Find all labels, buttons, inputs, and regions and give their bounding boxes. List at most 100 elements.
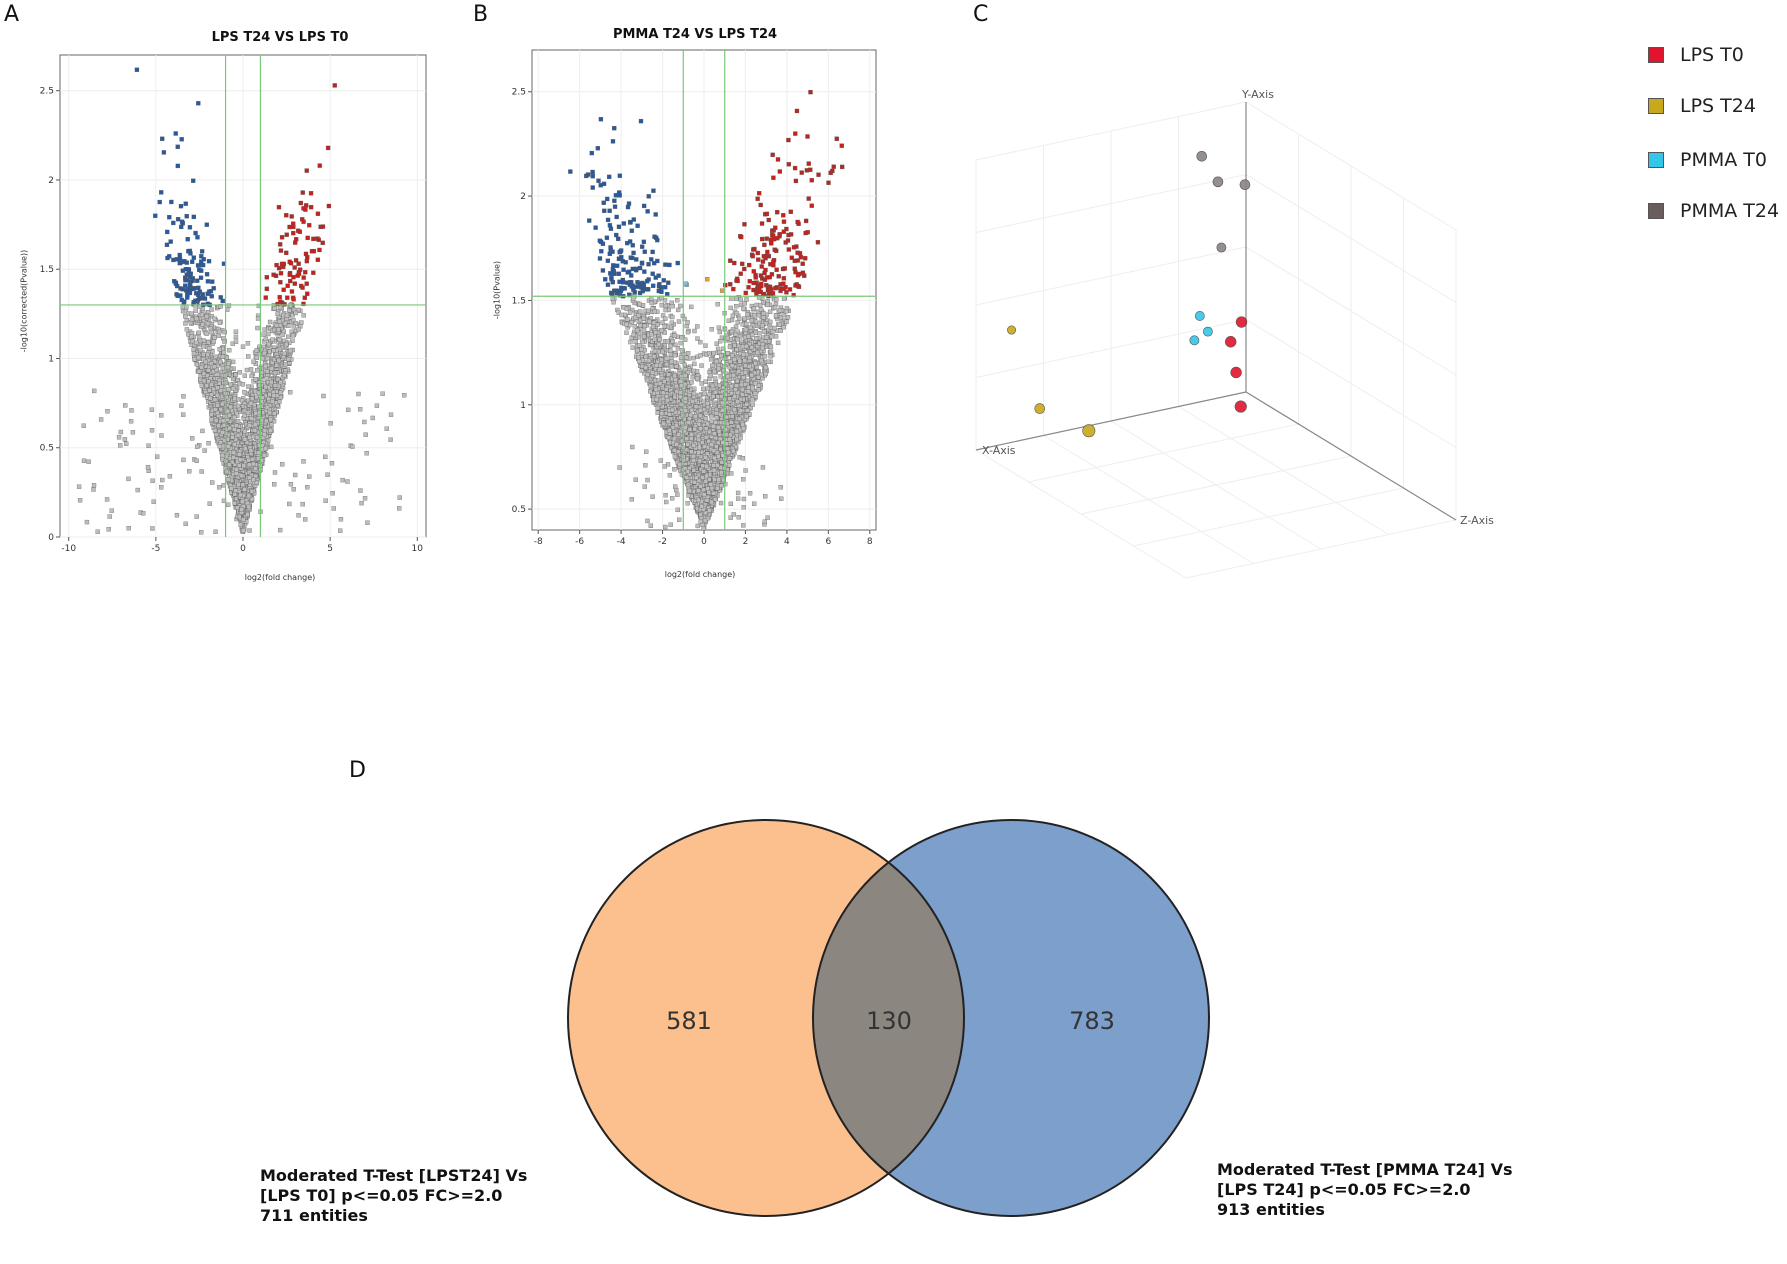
data-point	[145, 464, 151, 470]
data-point	[785, 238, 791, 243]
data-point	[190, 436, 195, 441]
data-point	[284, 313, 290, 318]
data-point	[617, 465, 622, 470]
data-point	[251, 359, 256, 364]
data-point	[175, 144, 180, 149]
data-point	[161, 150, 167, 155]
data-point	[735, 496, 741, 501]
data-point	[242, 373, 248, 378]
data-point	[809, 178, 814, 183]
data-point	[173, 281, 179, 286]
data-point	[685, 320, 690, 325]
data-point	[777, 234, 782, 239]
data-point	[287, 272, 292, 277]
data-point	[723, 481, 728, 487]
data-point	[257, 383, 262, 388]
data-point	[765, 249, 770, 255]
data-point	[301, 459, 306, 464]
data-point	[255, 325, 260, 331]
data-point	[151, 499, 156, 504]
data-point	[357, 407, 363, 412]
chart-a-title: LPS T24 VS LPS T0	[211, 30, 349, 45]
data-point	[190, 259, 195, 264]
data-point	[320, 224, 326, 229]
data-point	[278, 390, 283, 396]
data-point	[217, 381, 222, 386]
data-point	[733, 303, 739, 309]
data-point	[645, 477, 650, 483]
data-point	[630, 345, 635, 350]
data-point	[340, 477, 345, 483]
data-point	[728, 258, 733, 263]
data-point	[304, 203, 309, 208]
data-point	[288, 482, 294, 487]
data-point	[282, 321, 288, 326]
data-point	[215, 372, 220, 377]
data-point	[732, 260, 737, 266]
data-point	[178, 293, 183, 298]
data-point	[300, 190, 305, 195]
data-point	[307, 223, 312, 228]
data-point	[199, 312, 205, 318]
data-point	[764, 211, 770, 217]
data-point	[183, 321, 188, 326]
data-point	[205, 352, 210, 358]
data-point	[315, 211, 321, 216]
data-point	[728, 282, 733, 287]
data-point	[190, 278, 195, 283]
data-point	[800, 261, 805, 266]
data-point	[213, 418, 219, 423]
data-point	[237, 452, 242, 457]
data-point	[278, 299, 283, 304]
data-point	[637, 265, 643, 271]
data-point	[792, 258, 797, 263]
data-point	[213, 529, 218, 534]
data-point	[253, 466, 258, 471]
data-point	[244, 367, 250, 373]
data-point	[201, 378, 207, 384]
data-point	[669, 359, 674, 364]
data-point	[768, 354, 773, 359]
data-point	[646, 194, 651, 199]
data-point	[193, 308, 198, 313]
data-point	[760, 465, 766, 470]
data-point	[685, 501, 690, 506]
data-point	[267, 410, 272, 416]
data-point	[290, 295, 296, 300]
data-point	[263, 363, 268, 369]
data-point	[273, 273, 279, 279]
x-tick-label: -2	[658, 537, 667, 547]
data-point	[183, 201, 188, 206]
y-tick-label: 1.5	[40, 265, 54, 275]
data-point	[625, 240, 630, 246]
data-point	[754, 280, 759, 285]
data-point	[232, 500, 237, 506]
data-point	[294, 237, 299, 242]
data-point	[750, 254, 755, 259]
data-point	[631, 250, 636, 256]
data-point	[687, 384, 692, 389]
data-point	[252, 428, 258, 433]
data-point	[191, 214, 196, 220]
data-point	[839, 164, 845, 170]
data-point	[215, 403, 220, 408]
data-point	[77, 498, 83, 503]
data-point	[154, 454, 160, 459]
data-point	[763, 494, 768, 499]
data-point	[167, 215, 172, 220]
data-point	[129, 408, 134, 413]
data-point	[233, 339, 239, 344]
data-point	[245, 410, 251, 415]
data-point	[212, 428, 218, 433]
data-point	[91, 487, 96, 492]
data-point	[284, 213, 289, 218]
data-point	[767, 309, 773, 314]
data-point	[298, 200, 304, 206]
data-point	[269, 444, 274, 450]
data-point	[742, 222, 747, 227]
data-point	[197, 338, 203, 344]
data-point	[759, 236, 765, 242]
data-point	[303, 517, 308, 522]
data-point	[159, 433, 164, 438]
data-point	[134, 67, 140, 72]
